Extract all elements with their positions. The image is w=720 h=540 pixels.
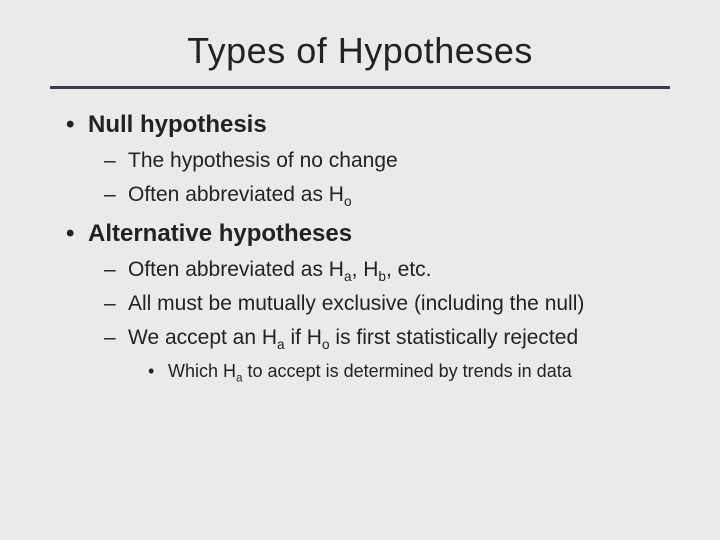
sub-bullet: All must be mutually exclusive (includin… [128,290,670,318]
title-rule [50,86,670,89]
bullet-label: Null hypothesis [88,111,267,138]
sub-bullet-text: The hypothesis of no change [128,149,398,172]
sub-bullet: The hypothesis of no change [128,147,670,175]
sub-bullet-text: We accept an Ha if Ho is first statistic… [128,326,578,349]
sub-bullet: Often abbreviated as Ha, Hb, etc. [128,256,670,284]
slide-title: Types of Hypotheses [50,30,670,72]
slide: Types of Hypotheses Null hypothesis The … [0,0,720,540]
sub-bullet-text: Often abbreviated as Ho [128,183,352,206]
sub-bullet: We accept an Ha if Ho is first statistic… [128,324,670,352]
sub-bullet: Often abbreviated as Ho [128,181,670,209]
bullet-null-hypothesis: Null hypothesis [88,111,670,139]
sub-bullet-text: Often abbreviated as Ha, Hb, etc. [128,258,432,281]
subsub-bullet-text: Which Ha to accept is determined by tren… [168,361,572,381]
sub-bullet-text: All must be mutually exclusive (includin… [128,292,584,315]
bullet-alternative-hypotheses: Alternative hypotheses [88,220,670,248]
bullet-label: Alternative hypotheses [88,220,352,247]
subsub-bullet: Which Ha to accept is determined by tren… [168,359,670,383]
